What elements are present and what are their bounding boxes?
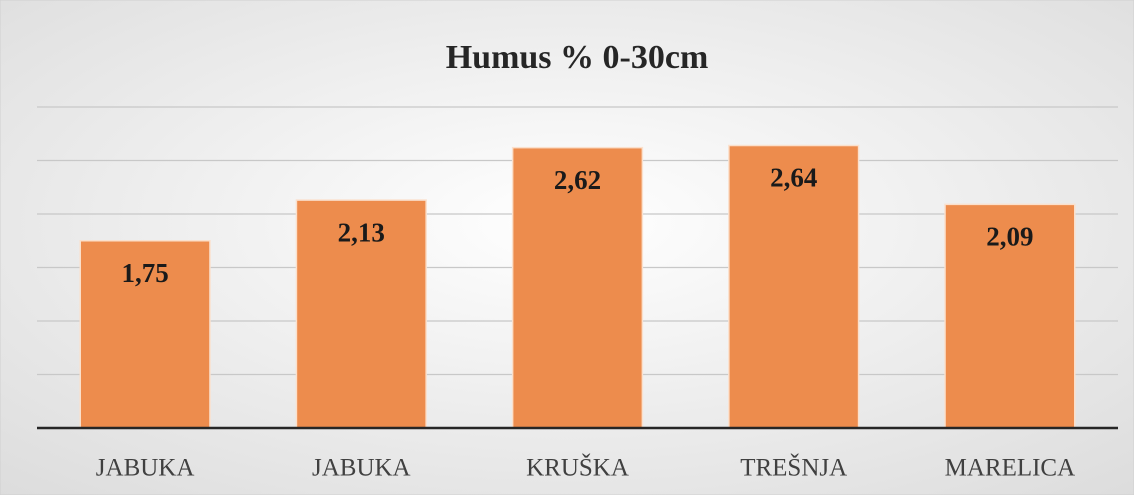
value-label: 2,09 [986,222,1033,252]
value-label: 2,64 [770,163,817,193]
bar [944,203,1076,429]
x-tick-label: KRUŠKA [526,453,629,482]
bar [79,240,211,429]
chart-title: Humus % 0-30cm [446,39,709,76]
value-label: 2,62 [554,165,601,195]
x-tick-label: MARELICA [945,455,1076,482]
x-tick-label: TREŠNJA [740,453,847,482]
bar [728,144,860,429]
value-label: 2,13 [338,217,385,247]
x-tick-label: JABUKA [96,455,195,482]
value-label: 1,75 [121,258,168,288]
x-tick-label: JABUKA [312,455,411,482]
bar [295,199,427,429]
